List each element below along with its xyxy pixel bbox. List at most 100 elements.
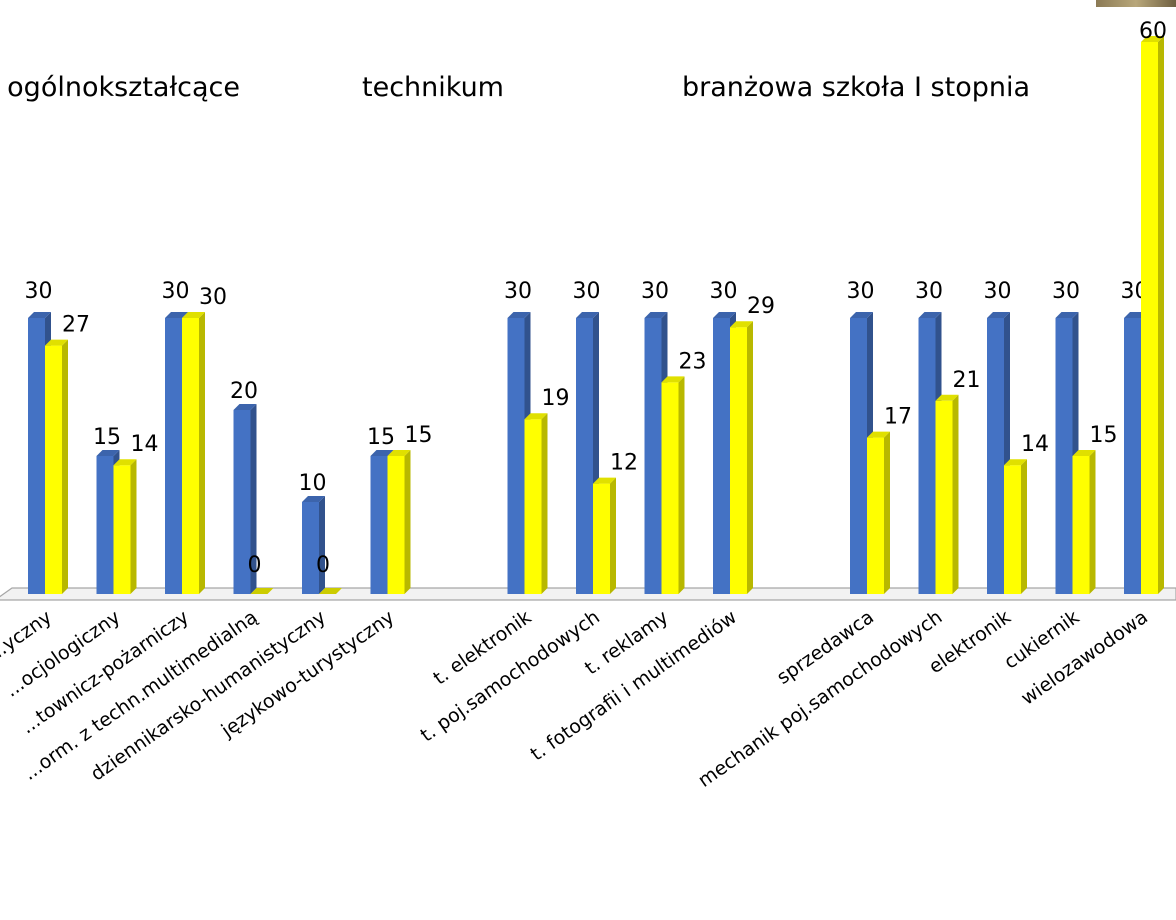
bar-side (319, 496, 325, 594)
bar-top (644, 312, 668, 318)
data-label: 30 (199, 285, 227, 310)
bar (576, 318, 593, 594)
bar-top (1141, 36, 1164, 42)
bar (524, 419, 542, 594)
bar (28, 318, 45, 594)
data-label: 27 (62, 313, 90, 338)
category-label: mechanik poj.samochodowych (694, 606, 946, 792)
data-label: 21 (953, 368, 981, 393)
bar (113, 465, 131, 594)
data-label: 20 (230, 379, 258, 404)
bar (96, 456, 114, 594)
bar (165, 318, 182, 594)
bar-top (182, 312, 205, 318)
bar-top (1055, 312, 1079, 318)
data-label: 0 (248, 553, 262, 578)
data-label: 29 (747, 294, 775, 319)
bar-top (524, 413, 548, 420)
group-label: technikum (362, 72, 504, 103)
bar-side (952, 394, 959, 594)
data-label: 15 (367, 425, 395, 450)
bar (250, 588, 274, 594)
bar (1124, 318, 1141, 594)
bar-top (165, 312, 188, 318)
bar (302, 502, 319, 594)
bar (319, 588, 342, 594)
data-label: 14 (1021, 432, 1049, 457)
data-label: 30 (573, 279, 601, 304)
bar (644, 318, 662, 594)
bar (713, 318, 730, 594)
bar-side (1021, 459, 1027, 594)
bar-side (130, 459, 137, 594)
bar (593, 483, 610, 594)
bar-top (1004, 459, 1027, 466)
bar-side (610, 477, 616, 594)
group-label: ogólnokształcące (7, 72, 240, 103)
data-label: 23 (679, 349, 707, 374)
bar-top (45, 339, 68, 346)
bar (850, 318, 867, 594)
bar (987, 318, 1004, 594)
bar (1141, 42, 1158, 594)
data-label: 30 (984, 279, 1012, 304)
bar (1004, 465, 1021, 594)
data-label: 30 (162, 279, 190, 304)
category-label: wielozawodowa (1017, 606, 1152, 710)
bar-side (250, 404, 257, 594)
data-label: 30 (915, 279, 943, 304)
data-label: 30 (641, 279, 669, 304)
bar-top (233, 404, 257, 410)
bar-side (1158, 36, 1164, 594)
bar-side (199, 312, 205, 594)
bar-side (62, 339, 68, 594)
data-label: 19 (542, 386, 570, 411)
bar (1055, 318, 1073, 594)
bar-top (730, 321, 753, 328)
bar (867, 437, 884, 594)
data-label: 30 (504, 279, 532, 304)
group-label: branżowa szkoła I stopnia (682, 72, 1030, 103)
data-label: 30 (847, 279, 875, 304)
bar-top (867, 431, 890, 438)
corner-photo-fragment (1096, 0, 1176, 7)
bar (45, 345, 62, 594)
data-label: 30 (1052, 279, 1080, 304)
data-label: 60 (1139, 19, 1167, 44)
bar (661, 382, 679, 594)
bar-side (747, 321, 753, 594)
bar (182, 318, 199, 594)
data-label: 15 (405, 423, 433, 448)
bar (507, 318, 525, 594)
bar-top (1072, 450, 1096, 456)
bar-side (884, 431, 890, 594)
data-label: 15 (1090, 423, 1118, 448)
bar (1072, 456, 1090, 594)
bar-top (850, 312, 873, 318)
bar-side (1089, 450, 1096, 594)
bar-top (918, 312, 942, 318)
data-label: 17 (884, 405, 912, 430)
bar-side (404, 450, 411, 594)
bar-top (507, 312, 531, 318)
bar-side (541, 413, 548, 594)
bar-top (661, 376, 685, 383)
data-label: 10 (299, 471, 327, 496)
data-label: 0 (316, 553, 330, 578)
bar-top (96, 450, 120, 456)
data-label: 12 (610, 451, 638, 476)
data-label: 30 (25, 279, 53, 304)
bar-top (302, 496, 325, 502)
bar-top (576, 312, 599, 318)
bar-top (387, 450, 411, 456)
bar (233, 410, 251, 594)
bar-top (593, 477, 616, 484)
bar-top (113, 459, 137, 466)
bar (370, 456, 388, 594)
data-label: 15 (93, 425, 121, 450)
data-label: 14 (131, 432, 159, 457)
bar-top (987, 312, 1010, 318)
bar (918, 318, 936, 594)
bar (935, 400, 953, 594)
